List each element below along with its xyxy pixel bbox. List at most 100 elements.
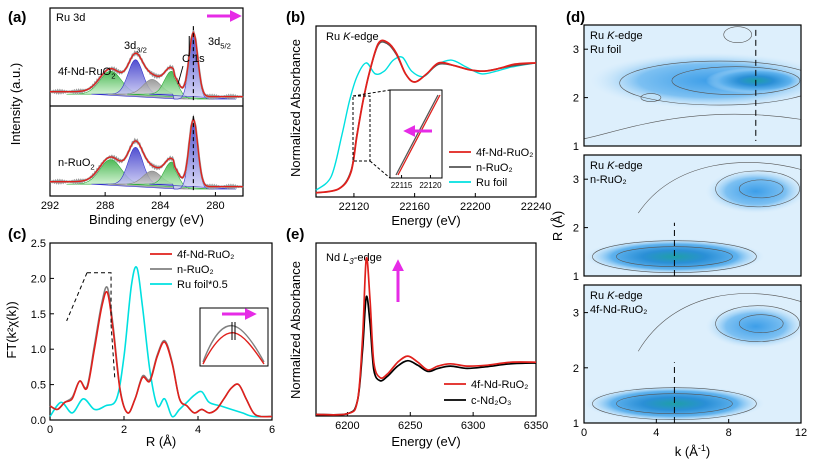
inset-line-n-ruo2 <box>395 94 439 176</box>
panel-e-nd-xanes: (e) 6200 6250 6300 6350 Energy (eV) Normalized… <box>286 226 548 449</box>
x-tick-label: 22240 <box>521 201 552 213</box>
y-axis-label: Intensity (a.u.) <box>8 63 23 145</box>
blob-max <box>705 67 801 94</box>
subpanel-label-edge: Ru K-edge <box>590 30 643 42</box>
x-tick-label: 284 <box>151 200 169 212</box>
y-axis-label: Normalized Absorbance <box>288 261 303 399</box>
ru3d52-sat-peak <box>127 161 215 190</box>
x-tick-label: 22200 <box>460 201 491 213</box>
fit-envelope-line <box>50 31 243 98</box>
y-tick-label: 0.5 <box>31 380 46 392</box>
legend-label: Ru foil*0.5 <box>177 279 228 291</box>
panel-label: (b) <box>286 9 305 26</box>
legend-label: 4f-Nd-RuO₂ <box>177 249 234 261</box>
panel-c-ft-exafs: (c) 0 2 4 6 0.0 0.5 1.0 1.5 2.0 2.5 R (Å) FT(k²χ(k))… <box>4 226 275 449</box>
inset-line-4f-nd-ruo2 <box>397 94 441 176</box>
contour <box>723 26 753 43</box>
contour <box>616 246 733 267</box>
x-tick-label: 22160 <box>399 201 430 213</box>
plot-frame <box>49 7 244 197</box>
y-axis-label: FT(k²χ(k)) <box>4 301 19 358</box>
y-tick-label: 3 <box>573 308 579 320</box>
series-line <box>49 290 273 418</box>
annotation-c1s: C 1s <box>182 53 205 65</box>
x-tick-label: 8 <box>726 427 732 439</box>
zoom-connector <box>66 272 88 322</box>
plot-frame <box>583 24 802 147</box>
y-tick-label: 2 <box>573 223 579 235</box>
subpanel-label-sample: n-RuO₂ <box>590 174 627 186</box>
x-tick-label: 6300 <box>461 420 485 432</box>
contour <box>619 60 801 106</box>
y-tick-label: 1 <box>573 271 579 283</box>
wavelet-map <box>584 25 801 146</box>
contour <box>715 170 800 208</box>
x-tick-label: 6250 <box>398 420 422 432</box>
zoom-box <box>352 95 371 162</box>
x-axis-label: Energy (eV) <box>391 434 460 449</box>
x-axis-label: Binding energy (eV) <box>89 212 204 227</box>
x-axis-label: k (Å-1) <box>675 443 710 459</box>
annotation-3d32: 3d3/2 <box>124 40 147 54</box>
blob-max <box>584 385 765 422</box>
annotation-3d52: 3d5/2 <box>208 36 231 50</box>
plot-frame <box>315 25 537 198</box>
legend-label: Ru foil <box>476 177 507 189</box>
x-tick-label: 288 <box>96 200 114 212</box>
y-axis-label: R (Å) <box>550 211 565 241</box>
contour <box>640 93 662 102</box>
x-tick-label: 0 <box>581 427 587 439</box>
zoom-connector <box>352 89 391 97</box>
x-tick-label: 12 <box>795 427 807 439</box>
series-line <box>315 39 537 194</box>
subpanel-label-edge: Ru K-edge <box>590 160 643 172</box>
panel-label: (c) <box>8 226 26 243</box>
y-tick-label: 1 <box>573 141 579 153</box>
x-tick-label: 280 <box>206 200 224 212</box>
x-tick-label: 292 <box>41 200 59 212</box>
wavelet-map <box>584 285 801 423</box>
blob <box>705 304 801 349</box>
contour <box>715 305 800 342</box>
ru3d52-sat-peak <box>127 70 215 100</box>
legend-label: 4f-Nd-RuO₂ <box>471 379 528 391</box>
panel-label: (d) <box>566 9 585 26</box>
x-tick-label: 2 <box>121 424 127 436</box>
b-title: Ru K-edge <box>326 31 379 43</box>
sample-label-4f-nd-ruo2: 4f-Nd-RuO2 <box>58 66 115 80</box>
plot-frame <box>583 284 802 424</box>
wavelet-map <box>584 155 801 276</box>
contour <box>584 113 801 140</box>
y-tick-label: 1 <box>573 418 579 430</box>
a-title: Ru 3d <box>56 12 85 24</box>
x-tick-label: 4 <box>653 427 659 439</box>
blob-max <box>584 238 765 275</box>
panel-label: (e) <box>286 226 304 243</box>
contour <box>738 179 784 199</box>
contour <box>637 293 801 352</box>
legend-label: n-RuO₂ <box>177 264 214 276</box>
x-tick-label: 6350 <box>524 420 548 432</box>
subpanel-label-sample: 4f-Nd-RuO₂ <box>590 304 647 316</box>
inset-line-n-ruo2 <box>202 324 265 363</box>
contour <box>671 66 801 95</box>
x-tick-label: 6200 <box>335 420 359 432</box>
zoom-box <box>87 272 112 325</box>
x-tick-label: 6 <box>269 424 275 436</box>
inset-frame <box>199 307 269 367</box>
inset-x-tick-label: 22120 <box>419 181 442 190</box>
plot-frame <box>49 242 273 421</box>
legend-label: c-Nd₂O₃ <box>471 395 512 407</box>
series-line <box>315 256 537 416</box>
y-tick-label: 1.0 <box>31 344 46 356</box>
x-tick-label: 22120 <box>339 201 370 213</box>
y-tick-label: 1.5 <box>31 309 46 321</box>
c1s-pointer <box>177 65 184 85</box>
fit-envelope-line <box>50 117 243 188</box>
zoom-connector <box>369 160 391 179</box>
x-axis-label: Energy (eV) <box>391 213 460 228</box>
y-tick-label: 3 <box>573 174 579 186</box>
e-title: Nd L3-edge <box>326 252 382 266</box>
